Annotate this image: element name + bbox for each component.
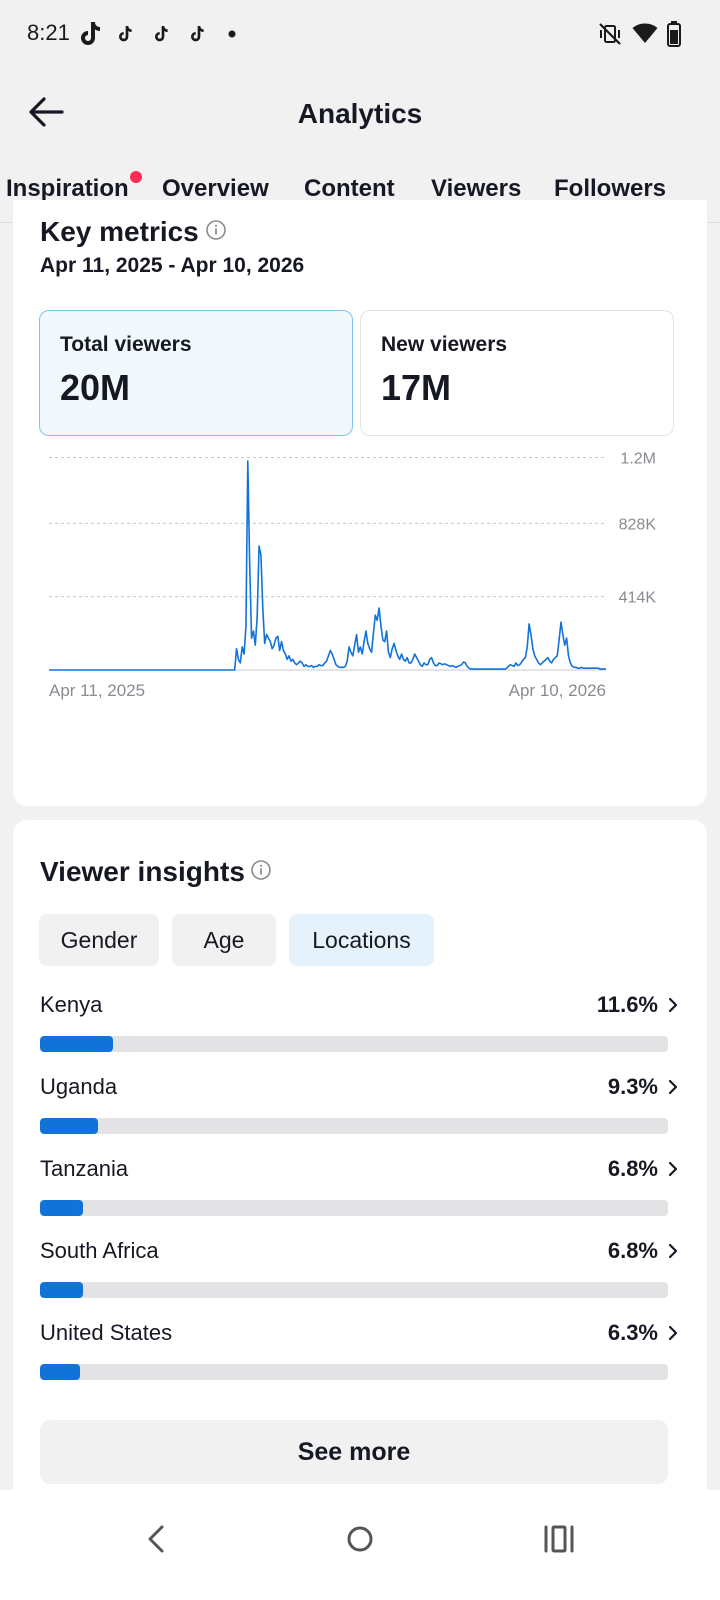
series-line (49, 460, 606, 671)
metric-label: Total viewers (60, 333, 192, 356)
app-bar: Analytics (0, 70, 720, 155)
info-icon[interactable] (205, 219, 227, 241)
location-percent: 11.6% (596, 992, 658, 1017)
chevron-right-icon (668, 997, 678, 1013)
y-tick-label: 414K (619, 590, 657, 607)
location-row[interactable]: South Africa 6.8% (40, 1238, 680, 1308)
location-name: Tanzania (40, 1156, 129, 1181)
location-name: Kenya (40, 992, 103, 1017)
y-tick-label: 1.2M (620, 450, 656, 467)
percent-bar-fill (40, 1036, 113, 1052)
tiktok-icon (155, 26, 168, 42)
percent-bar-track (40, 1282, 668, 1298)
tiktok-icon (81, 22, 100, 45)
location-percent: 6.8% (607, 1156, 658, 1181)
viewer-insights-card: Viewer insights Gender Age Locations Ken… (13, 820, 707, 1520)
key-metrics-card: Key metrics Apr 11, 2025 - Apr 10, 2026 … (13, 200, 707, 806)
chip-gender[interactable]: Gender (39, 914, 159, 966)
wifi-icon (632, 23, 658, 43)
key-metrics-title: Key metrics (40, 216, 199, 247)
status-time: 8:21 (27, 20, 70, 45)
tab-followers[interactable]: Followers (554, 175, 667, 202)
nav-back-icon[interactable] (132, 1514, 182, 1564)
chevron-right-icon (668, 1325, 678, 1341)
chip-locations[interactable]: Locations (289, 914, 434, 966)
location-row[interactable]: Uganda 9.3% (40, 1074, 680, 1144)
percent-bar-fill (40, 1118, 99, 1134)
page-title: Analytics (297, 98, 423, 129)
metric-label: New viewers (381, 333, 508, 356)
location-name: South Africa (40, 1238, 159, 1263)
location-row[interactable]: Tanzania 6.8% (40, 1156, 680, 1226)
y-tick-label: 828K (619, 516, 657, 533)
metric-value: 20M (60, 367, 131, 408)
tiktok-icon (191, 26, 204, 42)
chevron-right-icon (668, 1243, 678, 1259)
tiktok-icon (119, 26, 132, 42)
location-row[interactable]: United States 6.3% (40, 1320, 680, 1390)
new-viewers-card[interactable]: New viewers 17M (360, 310, 674, 436)
total-viewers-card[interactable]: Total viewers 20M (39, 310, 353, 436)
location-name: Uganda (40, 1074, 118, 1099)
metric-value: 17M (381, 367, 452, 408)
location-name: United States (40, 1320, 173, 1345)
percent-bar-fill (40, 1200, 83, 1216)
percent-bar-fill (40, 1364, 80, 1380)
percent-bar-track (40, 1118, 668, 1134)
dot-icon (228, 30, 236, 38)
nav-recents-icon[interactable] (534, 1514, 584, 1564)
location-percent: 9.3% (607, 1074, 658, 1099)
percent-bar-track (40, 1036, 668, 1052)
tab-overview[interactable]: Overview (162, 175, 269, 202)
tab-inspiration[interactable]: Inspiration (6, 175, 129, 202)
location-percent: 6.8% (607, 1238, 658, 1263)
chevron-right-icon (668, 1079, 678, 1095)
tab-viewers[interactable]: Viewers (431, 175, 522, 202)
date-range: Apr 11, 2025 - Apr 10, 2026 (40, 254, 305, 277)
info-icon[interactable] (250, 859, 272, 881)
system-nav-bar (0, 1490, 720, 1600)
x-start-label: Apr 11, 2025 (49, 681, 145, 700)
percent-bar-track (40, 1364, 668, 1380)
viewer-insights-title: Viewer insights (40, 856, 245, 887)
location-percent: 6.3% (607, 1320, 658, 1345)
nav-home-icon[interactable] (335, 1514, 385, 1564)
battery-icon (667, 21, 681, 47)
x-end-label: Apr 10, 2026 (509, 681, 606, 700)
see-more-button[interactable]: See more (40, 1420, 668, 1484)
status-bar: 8:21 (0, 0, 720, 70)
percent-bar-track (40, 1200, 668, 1216)
location-row[interactable]: Kenya 11.6% (40, 992, 680, 1062)
viewers-line-chart: 414K 828K 1.2M Apr 11, 2025 Apr 10, 2026 (49, 450, 657, 700)
chip-age[interactable]: Age (172, 914, 276, 966)
tab-content[interactable]: Content (304, 175, 395, 202)
mute-vibrate-icon (599, 23, 621, 45)
arrow-left-icon[interactable] (26, 92, 66, 132)
tab-bar: Inspiration Overview Content Viewers Fol… (0, 155, 720, 223)
notification-badge (130, 171, 142, 183)
percent-bar-fill (40, 1282, 83, 1298)
chevron-right-icon (668, 1161, 678, 1177)
